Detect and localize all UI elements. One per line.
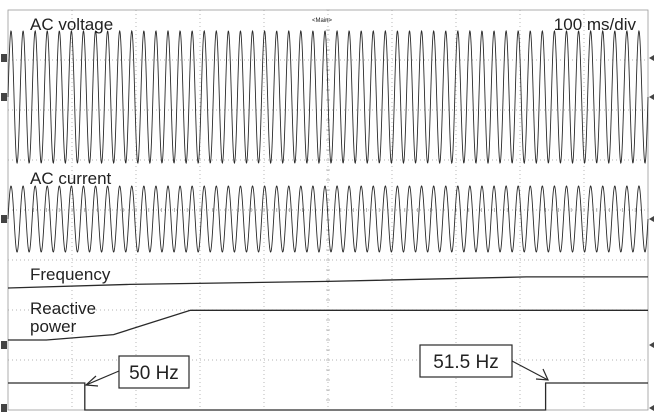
channel-label-frequency: Frequency	[30, 265, 111, 284]
trace-frequency-window	[8, 382, 648, 411]
annotation-51-5hz: 51.5 Hz	[419, 344, 549, 381]
channel-markers	[1, 54, 654, 412]
annotation-51-5hz-arrow	[511, 360, 549, 381]
channel-marker-right	[649, 342, 654, 348]
channel-label-power: power	[30, 317, 77, 336]
channel-label-ac-voltage: AC voltage	[30, 15, 113, 34]
annotation-51-5hz-box	[419, 344, 513, 378]
channel-marker-right	[649, 55, 654, 61]
channel-marker-right	[649, 94, 654, 100]
channel-label-ac-current: AC current	[30, 169, 112, 188]
channel-label-reactive: Reactive	[30, 299, 96, 318]
annotation-50hz-arrow	[85, 370, 120, 386]
annotation-51-5hz-text: 51.5 Hz	[433, 352, 498, 373]
annotation-50hz-box	[118, 355, 190, 389]
scope-traces	[7, 29, 649, 411]
channel-marker-left	[1, 341, 7, 349]
channel-marker-right	[649, 216, 654, 222]
trace-reactive-power	[8, 309, 648, 341]
channel-marker-left	[1, 404, 7, 412]
annotation-50hz-arrowhead	[84, 375, 99, 387]
annotation-51-5hz-arrowhead	[535, 368, 549, 381]
annotation-50hz-text: 50 Hz	[129, 363, 179, 384]
trace-ac-current	[7, 185, 649, 253]
channel-marker-right	[649, 405, 654, 411]
trace-frequency	[7, 276, 648, 289]
timebase-label: 100 ms/div	[554, 15, 637, 34]
channel-marker-left	[1, 54, 7, 62]
channel-marker-left	[1, 215, 7, 223]
channel-marker-left	[1, 93, 7, 101]
annotation-50hz: 50 Hz	[84, 355, 190, 389]
header-marker: <Main>	[312, 18, 333, 24]
trace-ac-voltage	[7, 29, 649, 165]
